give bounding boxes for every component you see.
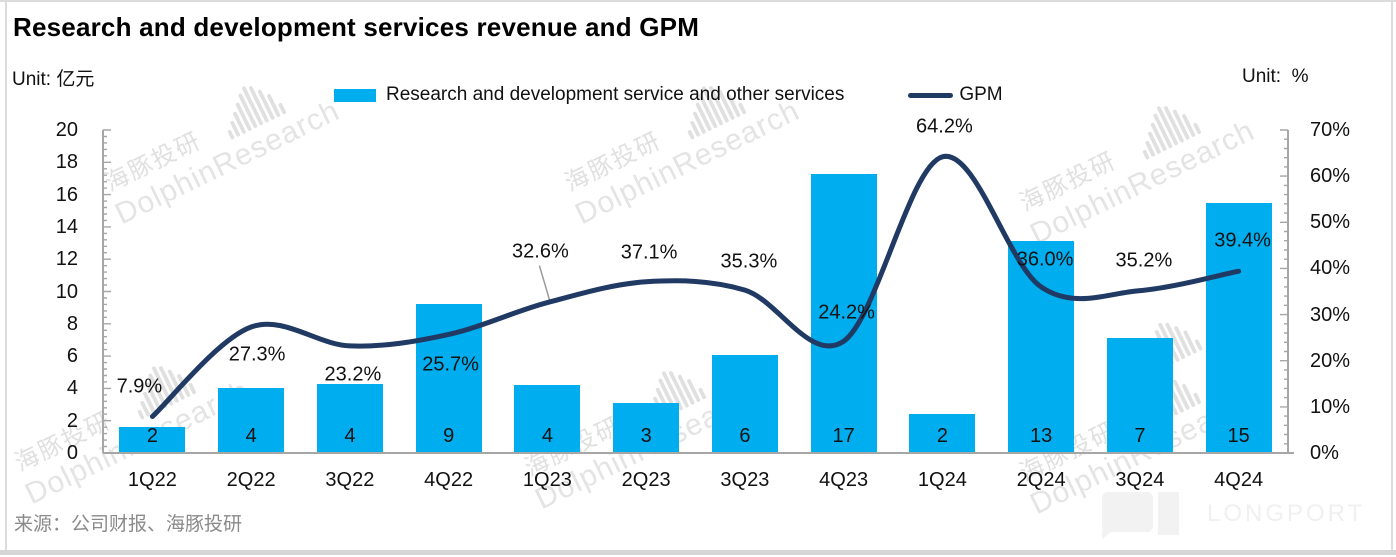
x-axis-category-label: 2Q23: [621, 469, 671, 491]
bar-value-label: 4: [344, 425, 356, 447]
gpm-data-label: 7.9%: [116, 375, 163, 397]
bar-value-label: 2: [936, 425, 948, 447]
gpm-data-label: 25.7%: [422, 353, 479, 376]
gpm-line: [149, 154, 1242, 419]
x-axis-category-label: 2Q24: [1016, 469, 1066, 491]
axis-lines: [102, 130, 1294, 454]
left-axis-tick-label: 16: [55, 183, 78, 206]
gpm-data-label: 24.2%: [818, 301, 875, 324]
bar-value-label: 3: [640, 425, 652, 447]
right-axis-tick-label: 20%: [1310, 349, 1351, 372]
unit-right-label: Unit: %: [1242, 66, 1309, 87]
legend-line-swatch: [908, 92, 954, 98]
revenue-bar: [909, 414, 976, 453]
revenue-bar: [218, 388, 285, 453]
x-axis-category-label: 4Q24: [1214, 469, 1264, 491]
chart-title: Research and development services revenu…: [13, 12, 700, 42]
left-axis-tick-label: 8: [66, 312, 78, 335]
right-axis-tick-label: 50%: [1310, 211, 1351, 234]
bar-value-label: 6: [739, 425, 751, 447]
revenue-bar: [1008, 241, 1075, 453]
bar-value-label: 2: [146, 425, 158, 447]
right-axis-tick-label: 60%: [1310, 165, 1351, 188]
longport-bubble-mark: [1102, 492, 1153, 539]
dolphin-bars-icon: [1142, 106, 1201, 160]
gpm-data-label: 64.2%: [916, 115, 973, 138]
left-axis-tick-label: 0: [66, 442, 78, 464]
longport-logo: LONGPORT: [1102, 492, 1366, 539]
left-axis-tick-label: 20: [55, 119, 78, 141]
source-note: 来源：公司财报、海豚投研: [14, 514, 243, 535]
revenue-bar: [1106, 338, 1173, 453]
revenue-bar: [613, 402, 680, 453]
revenue-bar: [711, 354, 778, 453]
canvas-border-right: [1391, 0, 1393, 550]
x-axis-category-label: 4Q23: [819, 469, 869, 491]
bar-value-label: 9: [443, 425, 455, 447]
dolphin-bars-icon: [227, 86, 286, 140]
gpm-data-label: 35.3%: [720, 250, 778, 273]
axis-tick-marks: [103, 129, 1288, 454]
left-axis-tick-label: 18: [55, 151, 78, 174]
legend-line-label: GPM: [959, 84, 1003, 105]
x-axis-category-label: 4Q22: [424, 469, 474, 491]
revenue-bar: [1205, 202, 1272, 453]
gpm-data-label: 32.6%: [512, 240, 569, 263]
right-axis-tick-label: 30%: [1310, 303, 1351, 326]
right-axis-tick-label: 40%: [1310, 257, 1351, 280]
longport-logo-text: LONGPORT: [1207, 500, 1366, 527]
left-axis-tick-label: 2: [66, 409, 78, 432]
gpm-data-label: 36.0%: [1016, 248, 1074, 271]
canvas-border-bottom: [0, 550, 1396, 555]
bar-value-label: 17: [832, 425, 855, 447]
left-axis-tick-label: 10: [55, 280, 78, 303]
legend: Research and development service and oth…: [334, 84, 1003, 106]
right-axis-tick-label: 70%: [1310, 119, 1351, 141]
left-axis-tick-label: 14: [55, 215, 78, 238]
canvas-border-top: [0, 0, 1396, 2]
x-axis-category-label: 3Q24: [1115, 469, 1165, 491]
bar-value-label: 15: [1227, 425, 1250, 447]
unit-left-label: Unit: 亿元: [12, 69, 95, 90]
revenue-bar: [119, 427, 186, 453]
x-axis-category-label: 2Q22: [226, 469, 276, 491]
x-axis-category-label: 3Q22: [325, 469, 375, 491]
right-axis-tick-label: 0%: [1310, 442, 1339, 464]
bar-value-label: 4: [541, 425, 553, 447]
right-axis-tick-label: 10%: [1310, 395, 1351, 418]
left-axis-tick-label: 4: [66, 377, 78, 400]
bar-value-label: 13: [1030, 425, 1053, 447]
canvas-border-left: [5, 0, 7, 550]
revenue-bar: [316, 383, 383, 453]
gpm-label-leader-line: [538, 265, 551, 300]
gpm-data-label: 39.4%: [1214, 229, 1271, 252]
dolphin-bars-icon: [687, 86, 746, 140]
bar-value-label: 4: [245, 425, 257, 447]
x-axis-category-label: 1Q23: [522, 469, 572, 491]
longport-square-mark: [1158, 492, 1179, 535]
bar-value-label: 7: [1134, 425, 1146, 447]
gpm-data-label: 37.1%: [620, 241, 678, 264]
gpm-data-label: 27.3%: [228, 343, 286, 366]
x-axis-category-label: 1Q24: [917, 469, 967, 491]
legend-bar-swatch: [334, 88, 376, 102]
x-axis-category-label: 3Q23: [720, 469, 770, 491]
gpm-data-label: 23.2%: [324, 363, 382, 386]
left-axis-tick-label: 12: [55, 248, 78, 271]
revenue-bar: [514, 385, 581, 453]
x-axis-category-label: 1Q22: [127, 469, 177, 491]
legend-bar-label: Research and development service and oth…: [386, 84, 845, 105]
left-axis-tick-label: 6: [66, 345, 78, 368]
gpm-data-label: 35.2%: [1115, 249, 1173, 272]
